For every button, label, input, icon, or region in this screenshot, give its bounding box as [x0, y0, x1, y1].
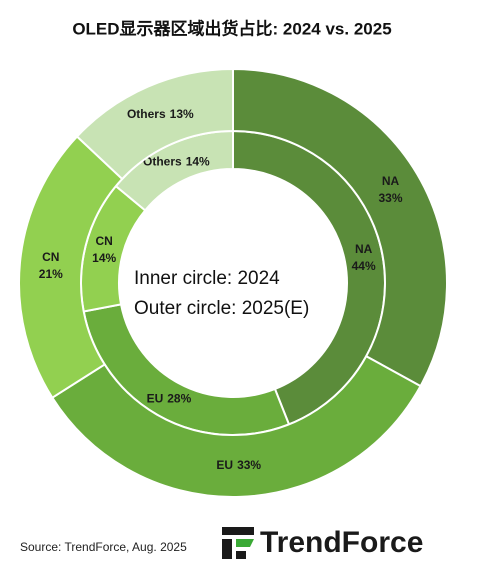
- data-label: EU 33%: [216, 458, 261, 472]
- label-category: Others: [127, 107, 166, 121]
- slice: [232, 67, 448, 388]
- logo-bar: [222, 539, 232, 559]
- chart-title: OLED显示器区域出货占比: 2024 vs. 2025: [72, 18, 391, 38]
- label-value: 14%: [186, 155, 210, 169]
- slice: [75, 67, 234, 181]
- source: Source: TrendForce, Aug. 2025: [20, 540, 187, 554]
- logo-bar: [236, 539, 254, 547]
- label-value: 21%: [39, 267, 63, 281]
- label-category: NA: [382, 174, 400, 188]
- logo-icon: [222, 527, 254, 559]
- data-label: CN 14%: [92, 234, 116, 265]
- label-category: EU: [147, 392, 164, 406]
- label-category: CN: [96, 234, 113, 248]
- logo-bar: [222, 527, 254, 535]
- label-value: 44%: [352, 259, 376, 273]
- donut: NA 44%EU 28%CN 14%Others 14%NA 33%EU 33%CN 21%O…: [18, 67, 448, 498]
- data-label: Others 14%: [143, 155, 210, 169]
- logo-bar: [236, 551, 246, 559]
- label-value: 33%: [237, 458, 261, 472]
- data-label: EU 28%: [147, 392, 192, 406]
- label-value: 14%: [92, 251, 116, 265]
- label-category: EU: [216, 458, 233, 472]
- data-label: CN 21%: [39, 250, 63, 281]
- data-label: Others 13%: [127, 107, 194, 121]
- label-category: CN: [42, 250, 59, 264]
- label-value: 28%: [167, 392, 191, 406]
- data-label: NA 44%: [352, 242, 376, 273]
- logo-text: TrendForce: [260, 526, 423, 559]
- annotation: Outer circle: 2025(E): [134, 298, 309, 319]
- label-value: 33%: [379, 191, 403, 205]
- label-category: NA: [355, 242, 373, 256]
- slice: [50, 354, 422, 498]
- label-category: Others: [143, 155, 182, 169]
- data-label: NA 33%: [379, 174, 403, 205]
- label-value: 13%: [170, 107, 194, 121]
- annotation: Inner circle: 2024: [134, 268, 280, 289]
